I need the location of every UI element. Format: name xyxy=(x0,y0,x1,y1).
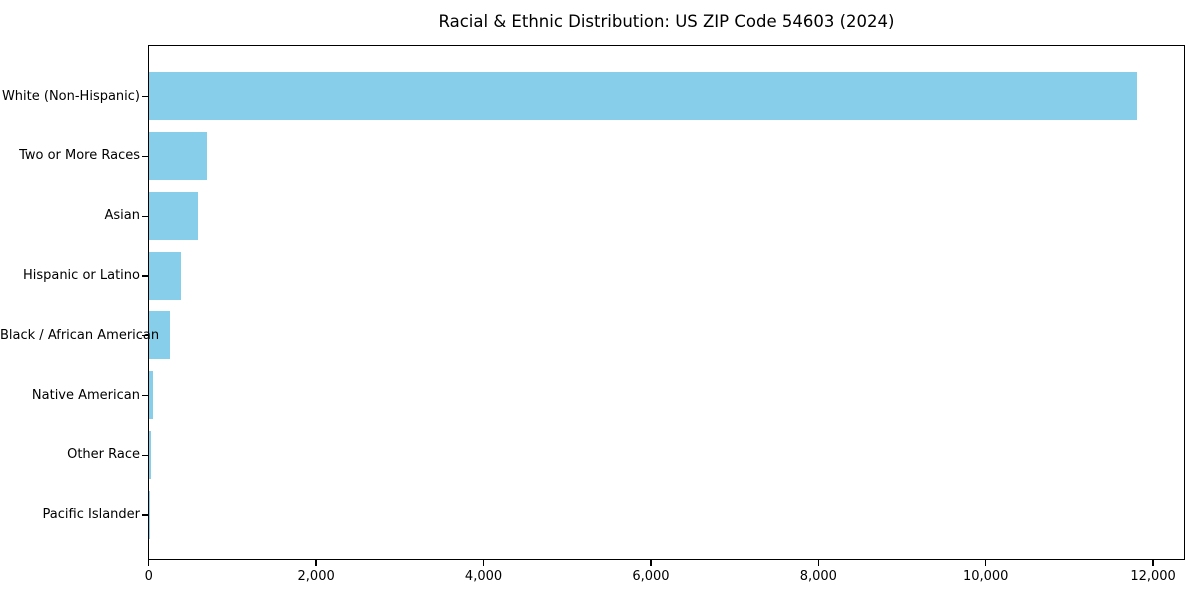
category-label: Other Race xyxy=(67,447,140,463)
category-label: Asian xyxy=(104,208,140,224)
x-axis-tick xyxy=(148,560,150,566)
category-label: Black / African American xyxy=(0,327,160,343)
x-axis-tick xyxy=(650,560,652,566)
x-axis-tick-label: 6,000 xyxy=(632,569,670,584)
x-axis-tick-label: 0 xyxy=(144,569,153,584)
bar xyxy=(149,490,150,539)
bar xyxy=(149,371,154,420)
y-axis-tick xyxy=(142,215,148,217)
y-axis-tick xyxy=(142,454,148,456)
x-axis-tick xyxy=(817,560,819,566)
plot-area xyxy=(148,45,1185,560)
x-axis-tick xyxy=(1152,560,1154,566)
x-axis-tick xyxy=(985,560,987,566)
category-label: White (Non-Hispanic) xyxy=(1,88,140,104)
bar xyxy=(149,131,207,180)
x-axis-tick xyxy=(482,560,485,566)
bar xyxy=(149,72,1137,121)
bar xyxy=(149,430,151,479)
x-axis-tick-label: 8,000 xyxy=(799,569,837,584)
y-axis-tick xyxy=(142,96,148,98)
x-axis-tick-label: 10,000 xyxy=(962,569,1009,584)
y-axis-tick xyxy=(142,335,148,337)
x-axis-tick-label: 2,000 xyxy=(297,569,335,584)
x-axis-tick xyxy=(315,560,317,566)
x-axis-tick-label: 12,000 xyxy=(1130,569,1176,584)
bar xyxy=(149,191,199,240)
chart-title: Racial & Ethnic Distribution: US ZIP Cod… xyxy=(438,12,895,31)
bar xyxy=(149,311,171,360)
y-axis-tick xyxy=(142,514,148,516)
category-label: Two or More Races xyxy=(19,148,140,164)
y-axis-tick xyxy=(142,155,148,158)
category-label: Hispanic or Latino xyxy=(22,268,140,283)
category-label: Native American xyxy=(31,387,140,403)
category-label: Pacific Islander xyxy=(42,507,140,523)
bar xyxy=(149,251,181,300)
y-axis-tick xyxy=(142,394,148,397)
y-axis-tick xyxy=(142,275,148,277)
x-axis-tick-label: 4,000 xyxy=(464,569,503,584)
